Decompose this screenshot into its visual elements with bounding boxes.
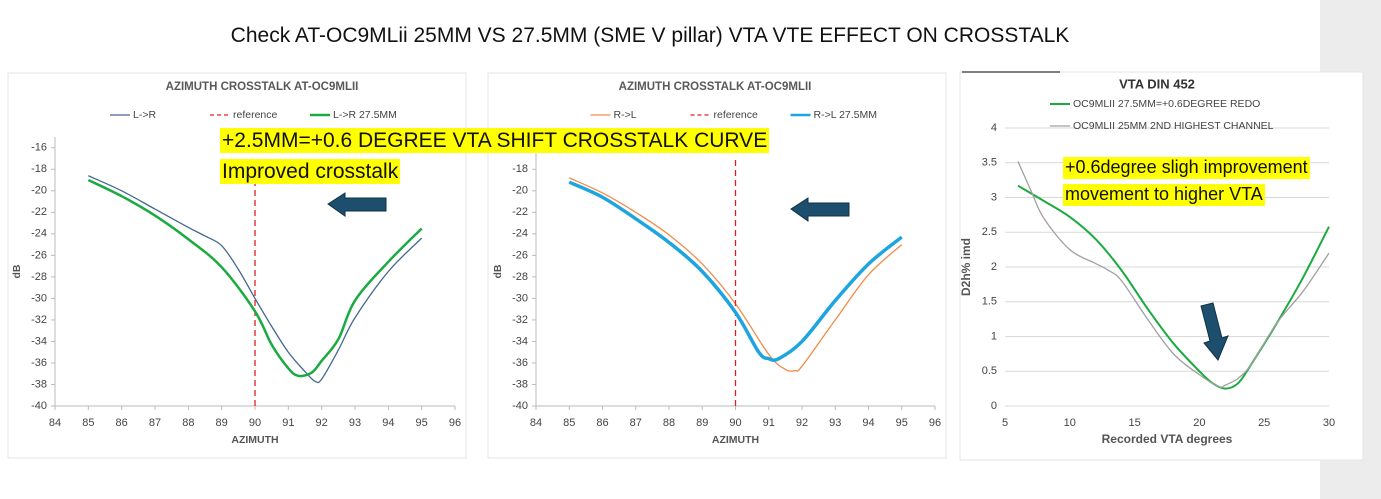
y-tick-label: -38 [31,378,47,390]
y-tick-label: 2.5 [982,226,997,238]
series-line [88,175,423,384]
x-tick-label: 20 [1193,417,1205,429]
y-tick-label: -18 [512,163,528,175]
x-tick-label: 15 [1128,417,1140,429]
x-tick-label: 92 [316,417,328,429]
x-tick-label: 95 [416,417,428,429]
y-tick-label: -32 [512,314,528,326]
y-tick-label: 2 [991,261,997,273]
y-tick-label: -30 [512,292,528,304]
x-tick-label: 88 [663,417,675,429]
y-tick-label: -22 [31,206,47,218]
legend-label: R->L 27.5MM [814,109,878,121]
x-tick-label: 89 [216,417,228,429]
y-tick-label: -36 [31,357,47,369]
y-tick-label: 0.5 [982,365,997,377]
x-tick-label: 93 [829,417,841,429]
y-tick-label: 3 [991,191,997,203]
x-axis-label: AZIMUTH [712,434,759,446]
y-tick-label: -22 [512,206,528,218]
chart-title: AZIMUTH CROSSTALK AT-OC9MLII [166,81,359,93]
y-tick-label: -16 [31,142,47,154]
y-tick-label: -28 [512,271,528,283]
x-tick-label: 92 [796,417,808,429]
y-tick-label: -26 [31,249,47,261]
y-tick-label: -28 [31,271,47,283]
legend-label: OC9MLII 25MM 2ND HIGHEST CHANNEL [1073,120,1274,132]
y-tick-label: -38 [512,378,528,390]
y-tick-label: -20 [31,185,47,197]
legend-label: reference [233,109,278,121]
x-axis-label: Recorded VTA degrees [1102,432,1233,446]
x-axis-label: AZIMUTH [231,434,278,446]
x-tick-label: 30 [1323,417,1335,429]
x-tick-label: 96 [929,417,941,429]
x-tick-label: 86 [596,417,608,429]
x-tick-label: 90 [729,417,741,429]
chart-title: VTA DIN 452 [1119,76,1195,91]
y-tick-label: -24 [512,228,528,240]
y-tick-label: 4 [991,122,997,134]
y-tick-label: 0 [991,400,997,412]
y-tick-label: -40 [512,400,528,412]
x-tick-label: 96 [449,417,461,429]
chart-frame [959,71,1364,461]
legend-label: L->R [133,109,156,121]
x-tick-label: 85 [82,417,94,429]
series-line [87,178,423,378]
y-axis-label: dB [11,264,23,278]
y-tick-label: 1 [991,330,997,342]
x-tick-label: 88 [182,417,194,429]
legend-label: L->R 27.5MM [333,109,397,121]
x-tick-label: 10 [1064,417,1076,429]
x-tick-label: 91 [763,417,775,429]
y-tick-label: -32 [31,314,47,326]
x-tick-label: 84 [530,417,542,429]
x-tick-label: 95 [896,417,908,429]
x-tick-label: 87 [630,417,642,429]
x-tick-label: 86 [116,417,128,429]
annotation: +0.6degree sligh improvement [1063,157,1310,179]
y-tick-label: 1.5 [982,296,997,308]
series-line [568,180,903,362]
annotation: Improved crosstalk [220,159,401,185]
x-tick-label: 85 [563,417,575,429]
y-axis-label: D2h% imd [959,238,973,296]
y-tick-label: -30 [31,292,47,304]
x-tick-label: 90 [249,417,261,429]
x-tick-label: 94 [862,417,874,429]
y-tick-label: -26 [512,249,528,261]
annotation: +2.5MM=+0.6 DEGREE VTA SHIFT CROSSTALK C… [220,128,770,154]
y-axis-label: dB [492,264,504,278]
y-tick-label: -40 [31,400,47,412]
x-tick-label: 25 [1258,417,1270,429]
x-tick-label: 5 [1002,417,1008,429]
chart-frame [7,72,467,459]
slide-title: Check AT-OC9MLii 25MM VS 27.5MM (SME V p… [230,24,1070,47]
series-line [568,177,903,372]
y-tick-label: 3.5 [982,157,997,169]
x-tick-label: 89 [696,417,708,429]
y-tick-label: -34 [512,335,528,347]
y-tick-label: -24 [31,228,47,240]
x-tick-label: 94 [382,417,394,429]
annotation: movement to higher VTA [1063,184,1265,206]
chart-title: AZIMUTH CROSSTALK AT-OC9MLII [619,81,812,93]
y-tick-label: -20 [512,185,528,197]
legend-label: OC9MLII 27.5MM=+0.6DEGREE REDO [1073,98,1260,110]
x-tick-label: 91 [282,417,294,429]
legend-label: reference [714,109,759,121]
y-tick-label: -18 [31,163,47,175]
y-tick-label: -34 [31,335,47,347]
chart-frame [487,72,947,459]
legend-label: R->L [614,109,637,121]
series-line [1017,161,1330,388]
x-tick-label: 87 [149,417,161,429]
x-tick-label: 84 [49,417,61,429]
x-tick-label: 93 [349,417,361,429]
y-tick-label: -36 [512,357,528,369]
